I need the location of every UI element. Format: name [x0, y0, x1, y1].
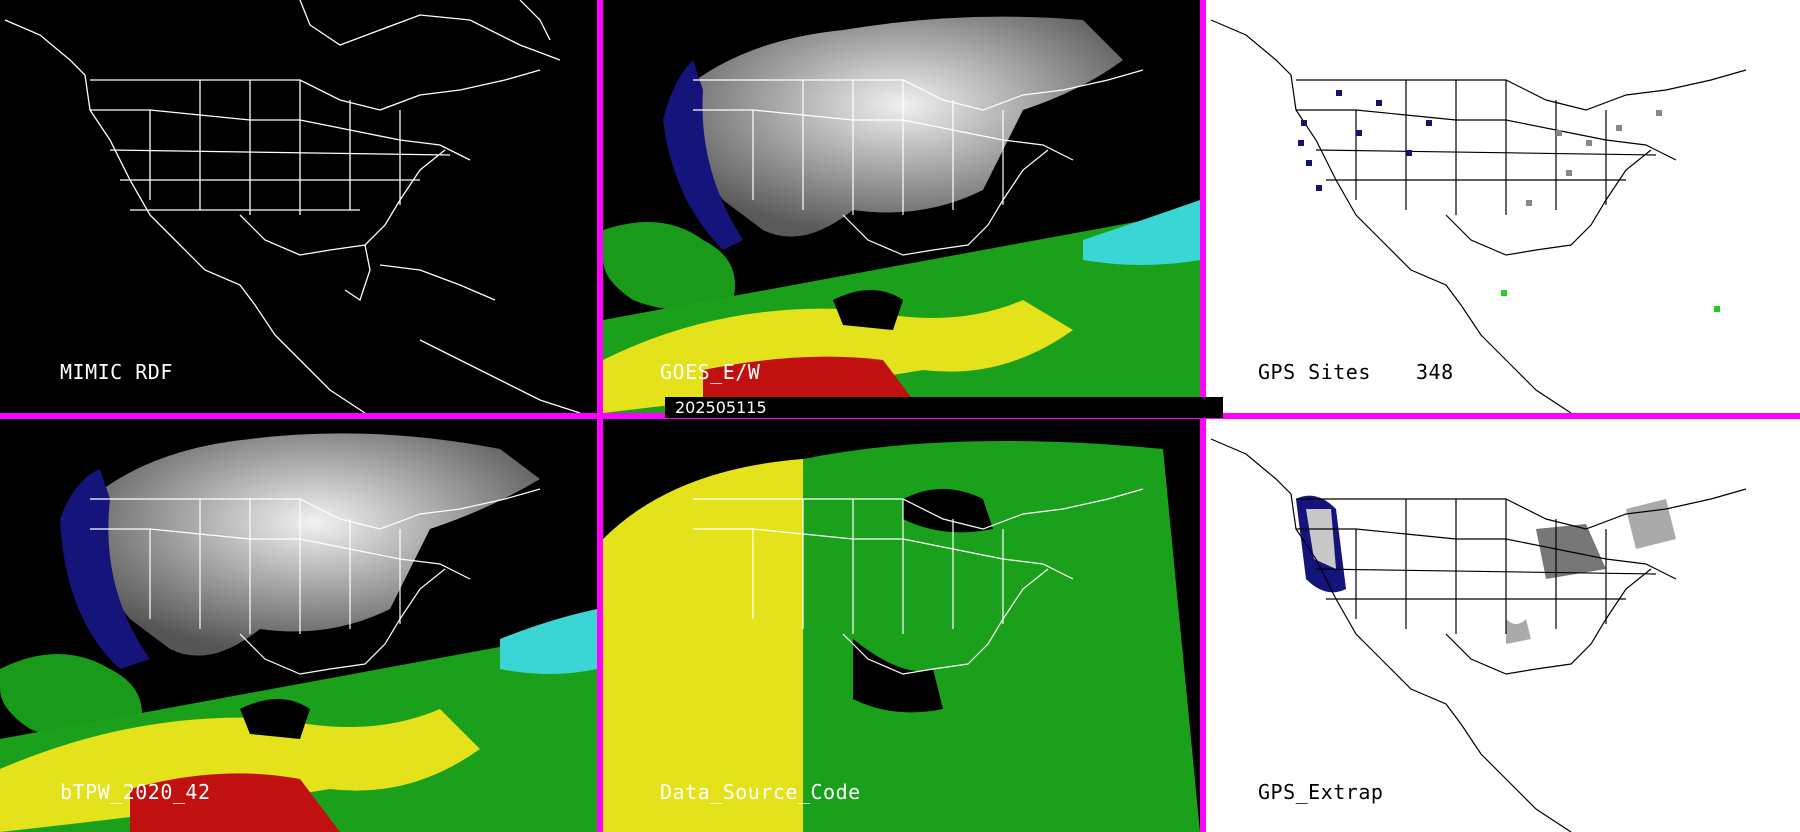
panel-label: GPS Sites — [1258, 360, 1371, 384]
panel-gps-sites: GPS Sites 348 — [1206, 0, 1800, 413]
map-gps-extrap — [1210, 438, 1747, 832]
panel-gps-extrap: GPS_Extrap — [1206, 419, 1800, 832]
panel-mimic-rdf: MIMIC RDF — [0, 0, 597, 413]
map-mimic-rdf — [4, 0, 581, 413]
panel-data-source-code: Data_Source_Code — [603, 419, 1200, 832]
map-data-source-code — [603, 441, 1200, 832]
map-gps-sites — [1210, 19, 1747, 413]
map-btpw — [0, 433, 597, 832]
map-goes-ew — [603, 16, 1200, 413]
panel-label: MIMIC RDF — [60, 360, 173, 384]
timestamp-label: 202505115 — [665, 397, 1223, 418]
gps-site-count: 348 — [1416, 360, 1454, 384]
panel-label: Data_Source_Code — [660, 780, 861, 804]
panel-label: GPS_Extrap — [1258, 780, 1384, 804]
panel-goes-ew: GOES_E/W — [603, 0, 1200, 413]
panel-label: GOES_E/W — [660, 360, 761, 384]
panel-label: bTPW_2020_42 — [60, 780, 211, 804]
panel-btpw: bTPW_2020_42 — [0, 419, 597, 832]
